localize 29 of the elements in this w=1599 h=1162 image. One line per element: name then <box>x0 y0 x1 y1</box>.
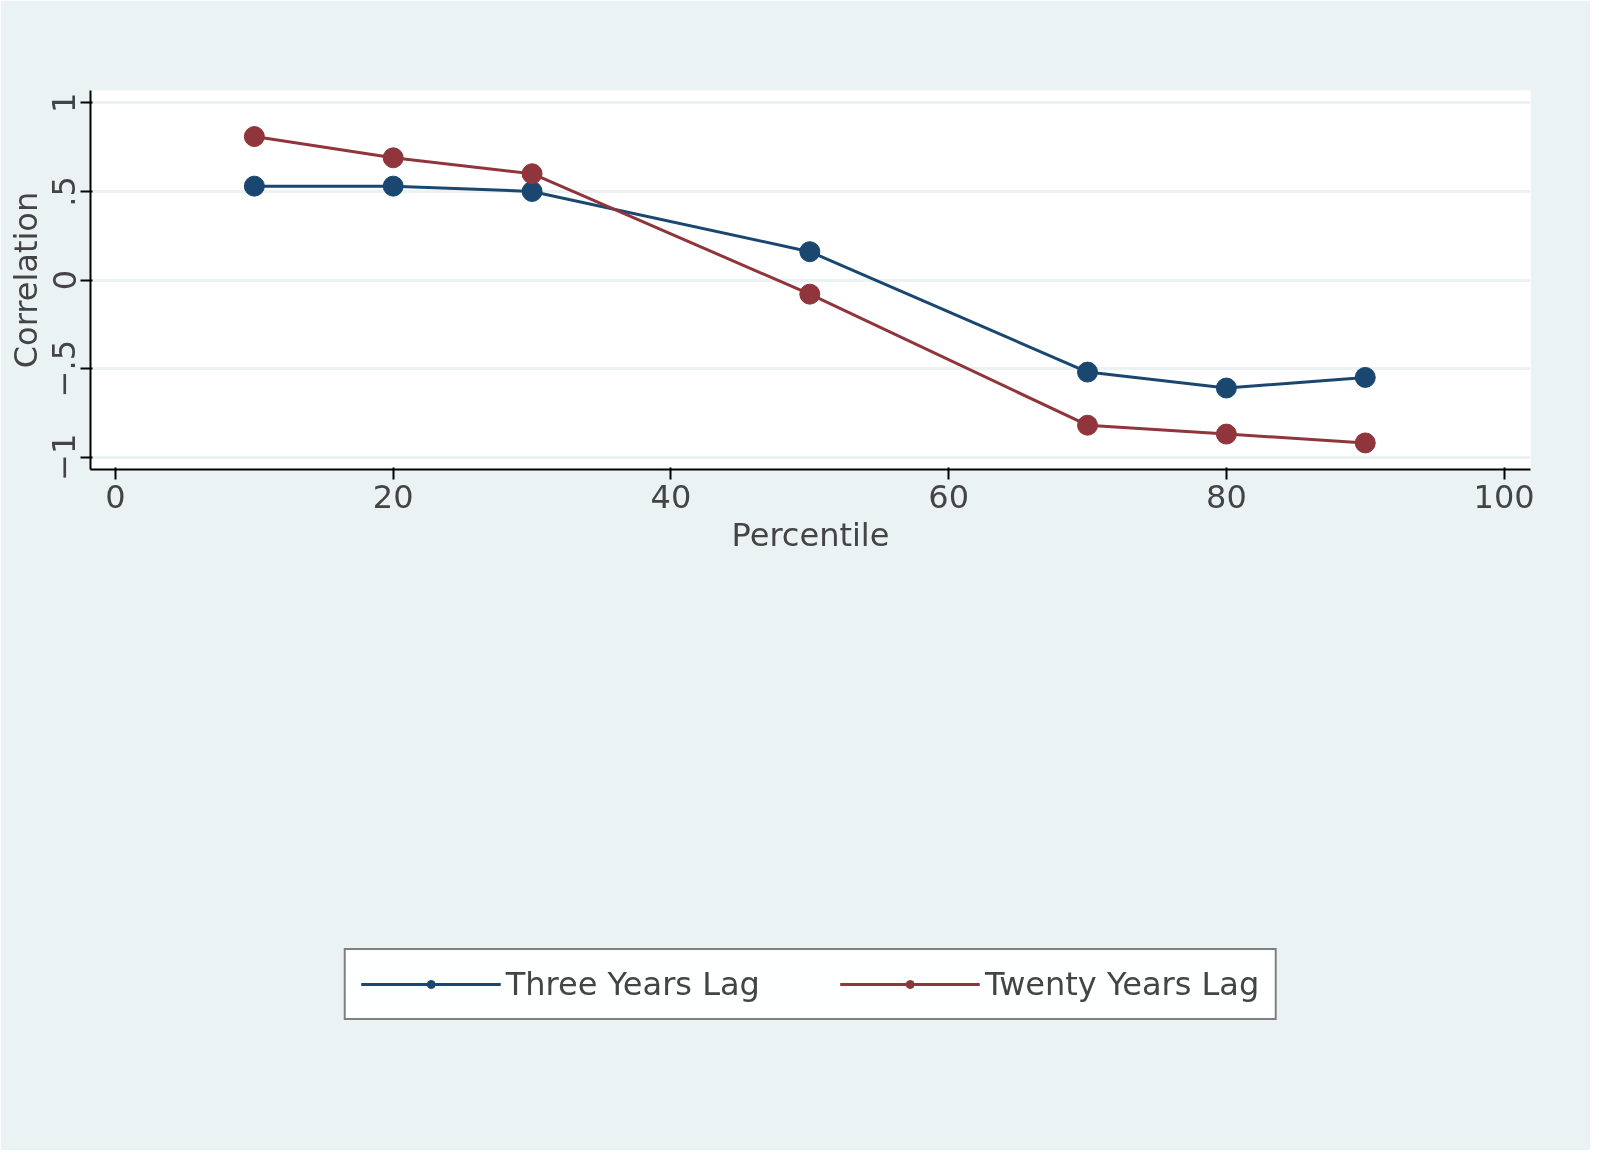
point <box>521 163 543 185</box>
x-tick-label: 0 <box>105 477 126 516</box>
legend-label: Twenty Years Lag <box>984 964 1260 1003</box>
y-axis-title: Correlation <box>6 191 45 369</box>
point <box>1215 377 1237 399</box>
point <box>243 126 265 148</box>
x-tick-label: 40 <box>650 477 692 516</box>
point <box>1077 414 1099 436</box>
y-tick-label: 0 <box>45 269 84 291</box>
y-tick-label: −1 <box>45 433 84 481</box>
y-tick-label: −.5 <box>45 339 84 398</box>
point <box>243 175 265 197</box>
point <box>1354 366 1376 388</box>
x-tick-label: 20 <box>372 477 414 516</box>
x-tick-label: 80 <box>1206 477 1247 516</box>
point <box>1077 361 1099 383</box>
point <box>799 283 821 305</box>
point <box>382 147 404 169</box>
legend-label: Three Years Lag <box>505 964 760 1003</box>
x-axis-title: Percentile <box>731 515 890 554</box>
x-tick-label: 100 <box>1473 477 1535 516</box>
y-tick-label: 1 <box>45 92 84 114</box>
point <box>1354 432 1376 454</box>
point <box>521 180 543 202</box>
x-tick-label: 60 <box>928 477 970 516</box>
point <box>799 241 821 263</box>
point <box>1215 423 1237 445</box>
y-tick-label: .5 <box>45 176 84 207</box>
point <box>382 175 404 197</box>
